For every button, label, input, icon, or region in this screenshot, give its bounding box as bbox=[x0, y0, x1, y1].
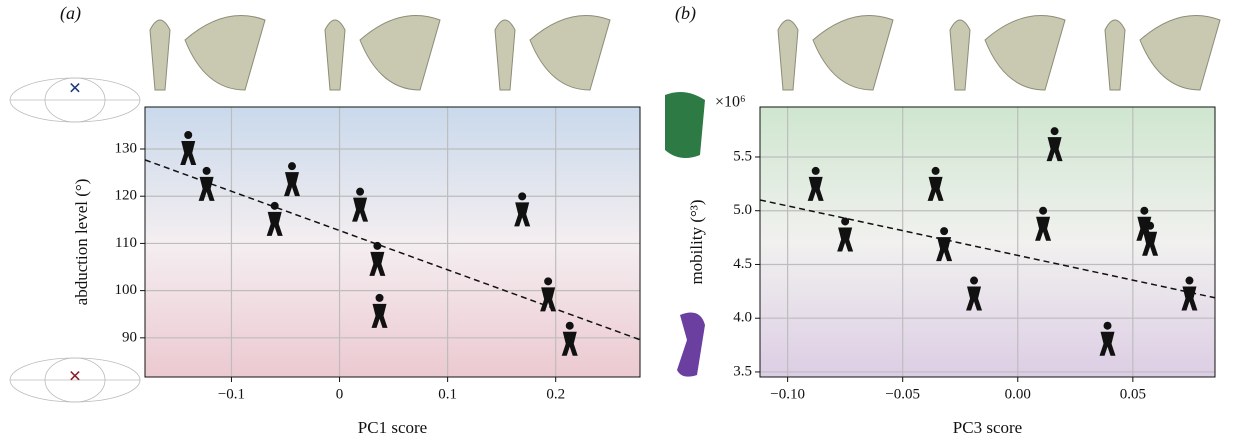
x-tick-label: −0.10 bbox=[770, 386, 805, 402]
x-tick-label: 0.00 bbox=[1005, 386, 1031, 402]
y-tick-label: 120 bbox=[115, 188, 138, 204]
marker-icon: ✕ bbox=[68, 81, 81, 98]
y-tick-label: 4.0 bbox=[733, 310, 752, 326]
x-tick-label: 0.1 bbox=[438, 386, 457, 402]
primate-marker bbox=[352, 187, 369, 222]
trend-line bbox=[759, 199, 1216, 299]
x-axis-label: PC1 score bbox=[358, 418, 427, 437]
volume-icon bbox=[665, 91, 705, 159]
x-tick-label: 0.05 bbox=[1120, 386, 1146, 402]
x-tick-label: 0.2 bbox=[546, 386, 565, 402]
y-tick-label: 5.5 bbox=[733, 148, 752, 164]
trend-line bbox=[144, 159, 641, 341]
y-tick-label: 100 bbox=[115, 282, 138, 298]
y-tick-label: 3.5 bbox=[733, 363, 752, 379]
primate-marker bbox=[283, 162, 300, 197]
primate-marker bbox=[1099, 321, 1116, 356]
primate-marker bbox=[561, 321, 578, 356]
y-tick-label: 4.5 bbox=[733, 256, 752, 272]
x-tick-label: −0.1 bbox=[218, 386, 245, 402]
plot-background bbox=[145, 107, 640, 377]
primate-marker bbox=[936, 227, 953, 262]
primate-marker bbox=[1046, 127, 1063, 162]
primate-marker bbox=[266, 201, 283, 236]
y-tick-label: 110 bbox=[115, 235, 137, 251]
primate-marker bbox=[927, 166, 944, 201]
x-tick-label: 0 bbox=[336, 386, 344, 402]
primate-marker bbox=[1035, 206, 1052, 241]
primate-marker bbox=[1142, 221, 1159, 256]
y-tick-label: 5.0 bbox=[733, 202, 752, 218]
primate-marker bbox=[514, 192, 531, 227]
primate-marker bbox=[807, 166, 824, 201]
y-axis-label: mobility (°³) bbox=[687, 199, 706, 284]
y-offset-label: ×10⁶ bbox=[715, 94, 746, 111]
primate-marker bbox=[180, 131, 197, 166]
globe-icons bbox=[9, 77, 141, 403]
bone-illustrations bbox=[149, 15, 1221, 91]
panel-label: (b) bbox=[675, 3, 696, 24]
primate-marker bbox=[540, 277, 557, 312]
plot-frame bbox=[144, 106, 641, 378]
plot-frame bbox=[759, 106, 1216, 378]
primate-marker bbox=[198, 166, 215, 201]
volume-icon bbox=[677, 312, 705, 377]
x-tick-label: −0.05 bbox=[885, 386, 920, 402]
y-tick-label: 130 bbox=[115, 140, 138, 156]
primate-marker bbox=[371, 293, 388, 328]
primate-marker bbox=[837, 217, 854, 252]
y-tick-label: 90 bbox=[122, 329, 137, 345]
x-axis-label: PC3 score bbox=[953, 418, 1022, 437]
panel-label: (a) bbox=[60, 3, 81, 24]
primate-marker bbox=[1181, 276, 1198, 311]
primate-marker bbox=[966, 276, 983, 311]
y-axis-label: abduction level (°) bbox=[72, 179, 91, 306]
primate-marker bbox=[369, 241, 386, 276]
marker-icon: ✕ bbox=[68, 369, 81, 386]
plot-background bbox=[760, 107, 1215, 377]
